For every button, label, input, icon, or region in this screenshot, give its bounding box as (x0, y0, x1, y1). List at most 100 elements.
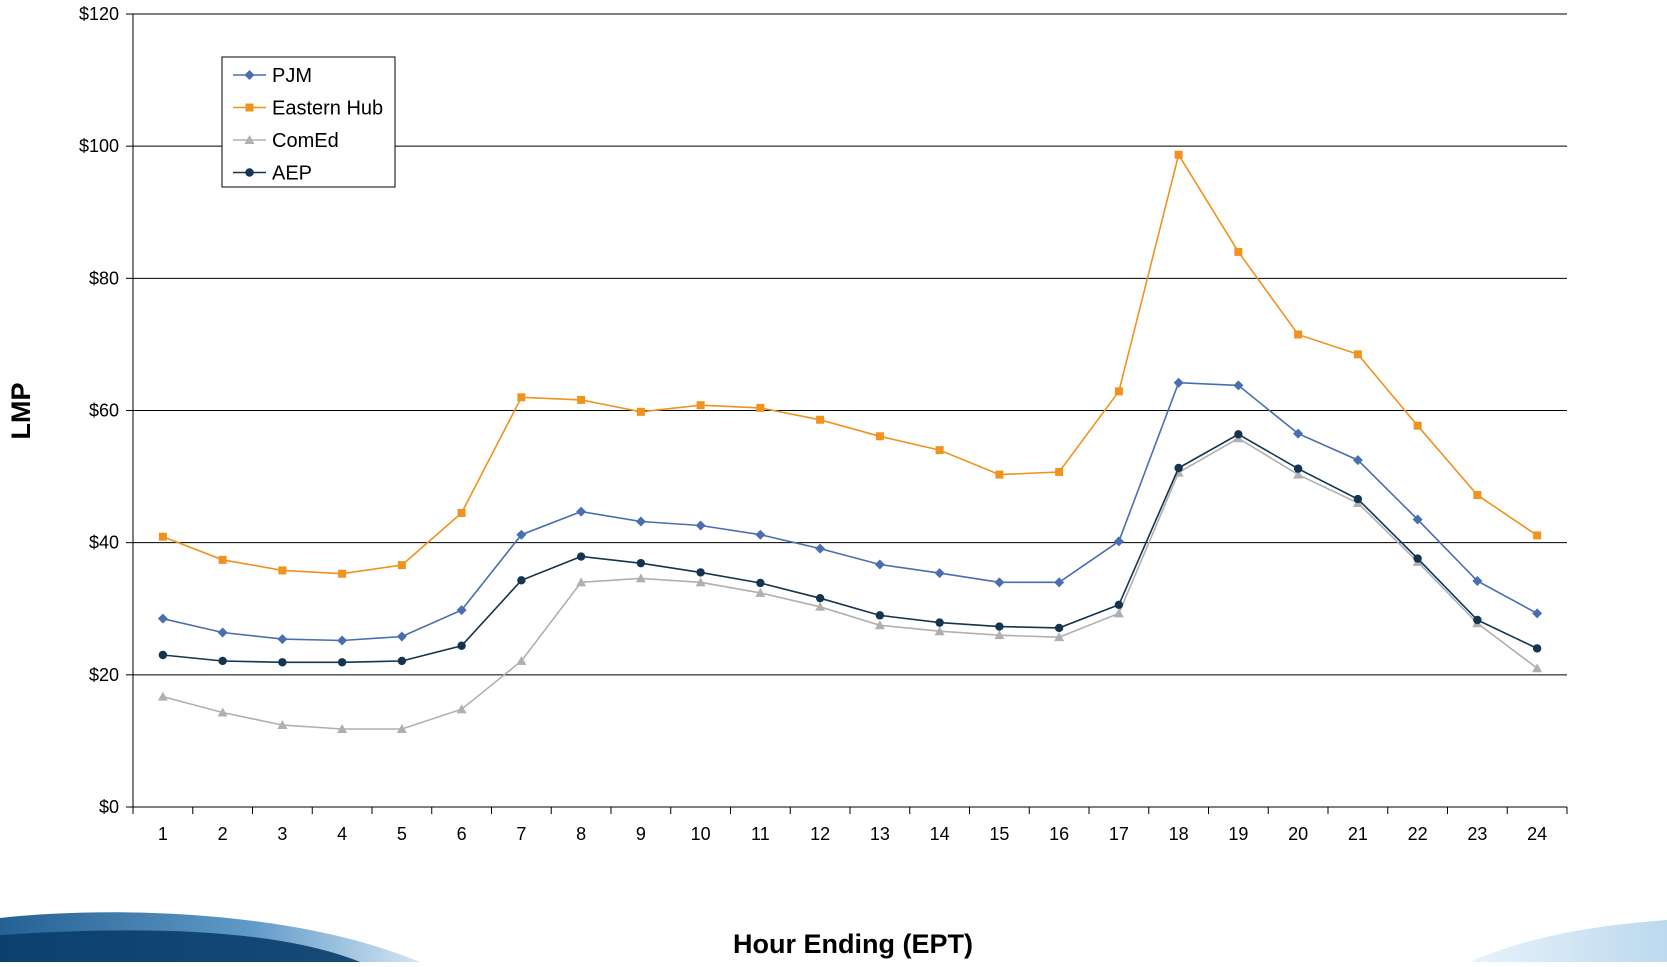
data-point-aep (995, 622, 1004, 631)
data-point-pjm (456, 605, 467, 616)
data-point-eastern-hub (1234, 247, 1243, 256)
data-point-eastern-hub (1533, 531, 1542, 540)
x-tick-label: 6 (457, 824, 467, 844)
data-point-aep (1413, 554, 1422, 563)
data-point-aep (815, 593, 825, 603)
data-point-eastern-hub (577, 395, 586, 404)
series-comed (157, 433, 1543, 734)
data-point-comed (1113, 608, 1124, 618)
data-point-eastern-hub (1055, 467, 1064, 476)
y-tick-label: $60 (89, 401, 119, 421)
data-point-aep (756, 578, 765, 588)
data-point-pjm (1472, 575, 1483, 586)
data-point-pjm (1113, 536, 1124, 547)
data-point-pjm (516, 529, 527, 540)
decorative-swoosh (0, 912, 1667, 962)
legend-label-comed: ComEd (272, 130, 339, 152)
x-tick-label: 5 (397, 824, 407, 844)
data-point-pjm (337, 635, 348, 646)
data-point-eastern-hub (338, 569, 347, 578)
data-point-aep (397, 656, 407, 666)
data-point-pjm (576, 506, 587, 517)
data-point-aep (457, 641, 466, 650)
data-point-aep (1234, 430, 1243, 439)
y-tick-label: $80 (89, 268, 119, 288)
x-tick-label: 21 (1348, 824, 1368, 844)
data-point-comed (277, 720, 288, 730)
legend-marker-comed (244, 135, 255, 144)
x-tick-label: 17 (1109, 824, 1129, 844)
data-point-pjm (815, 543, 826, 554)
data-point-comed (396, 724, 407, 734)
data-point-comed (157, 691, 168, 701)
data-point-aep (1353, 494, 1363, 504)
data-point-eastern-hub (935, 446, 944, 455)
y-tick-label: $120 (79, 4, 119, 24)
x-tick-label: 15 (989, 824, 1009, 844)
series-line-eastern-hub (162, 152, 1538, 575)
data-point-eastern-hub (696, 401, 705, 410)
data-point-aep (636, 558, 646, 568)
x-tick-label: 19 (1228, 824, 1248, 844)
data-point-aep (278, 658, 287, 667)
data-point-aep (1174, 463, 1183, 473)
data-point-pjm (1233, 380, 1244, 391)
data-point-aep (935, 618, 944, 627)
data-point-pjm (755, 529, 766, 540)
data-point-eastern-hub (1413, 421, 1422, 430)
x-tick-label: 4 (337, 824, 347, 844)
x-axis-title: Hour Ending (EPT) (733, 929, 973, 959)
series-line-aep (162, 433, 1538, 664)
data-point-comed (456, 704, 467, 714)
y-tick-label: $0 (99, 797, 119, 817)
y-tick-label: $40 (89, 533, 119, 553)
data-point-pjm (1352, 455, 1363, 466)
data-point-pjm (217, 627, 228, 638)
data-point-eastern-hub (875, 432, 884, 441)
x-tick-label: 3 (277, 824, 287, 844)
data-point-aep (337, 658, 347, 667)
x-tick-label: 8 (576, 824, 586, 844)
data-point-pjm (1412, 514, 1423, 525)
x-tick-label: 11 (751, 824, 770, 844)
data-point-comed (815, 601, 826, 611)
data-point-pjm (635, 516, 646, 527)
data-point-pjm (874, 559, 885, 570)
data-point-aep (576, 552, 586, 561)
legend-marker-aep (245, 168, 254, 177)
data-point-aep (1054, 623, 1064, 633)
data-point-eastern-hub (218, 555, 227, 564)
data-point-eastern-hub (1473, 491, 1482, 500)
series-pjm (157, 377, 1543, 646)
data-point-comed (635, 573, 646, 583)
data-point-comed (337, 724, 348, 734)
data-point-pjm (396, 631, 407, 642)
legend-label-eastern-hub: Eastern Hub (272, 98, 383, 120)
data-point-eastern-hub (1114, 387, 1123, 396)
series-line-comed (162, 437, 1538, 730)
x-tick-label: 2 (218, 824, 228, 844)
data-point-pjm (695, 520, 706, 531)
x-tick-label: 13 (870, 824, 890, 844)
data-point-comed (1532, 663, 1543, 673)
data-point-eastern-hub (278, 566, 287, 575)
x-tick-label: 9 (636, 824, 646, 844)
legend-label-aep: AEP (272, 163, 312, 185)
y-axis-title: LMP (6, 383, 36, 440)
data-point-pjm (157, 613, 168, 624)
series-line-pjm (162, 381, 1538, 642)
y-tick-label: $20 (89, 665, 119, 685)
x-tick-label: 12 (810, 824, 830, 844)
data-point-comed (874, 620, 885, 630)
data-point-aep (517, 576, 526, 585)
legend-label-pjm: PJM (272, 65, 312, 87)
data-point-aep (1473, 615, 1482, 625)
data-point-comed (695, 577, 706, 587)
data-point-eastern-hub (636, 407, 645, 416)
data-point-pjm (994, 577, 1005, 588)
data-point-eastern-hub (756, 403, 765, 412)
data-point-aep (1114, 600, 1124, 609)
legend-marker-pjm (244, 70, 255, 80)
